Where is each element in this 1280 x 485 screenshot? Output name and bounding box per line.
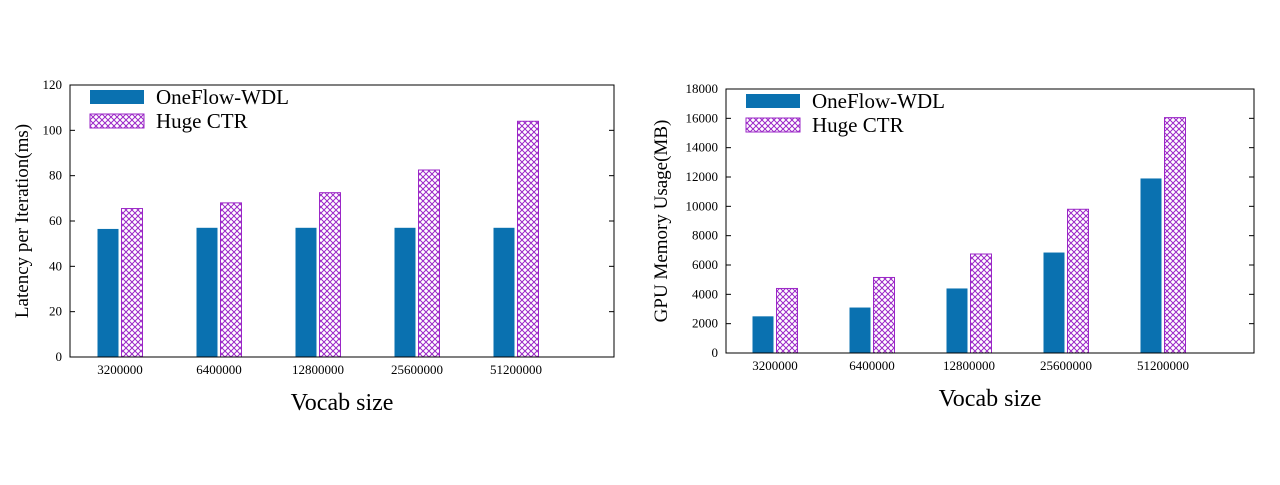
legend-swatch-oneflow bbox=[746, 94, 800, 108]
plot-frame bbox=[725, 88, 1255, 354]
bar-hugectr-6400000 bbox=[220, 202, 242, 358]
y-tick-label: 14000 bbox=[686, 140, 719, 155]
legend-label-oneflow: OneFlow-WDL bbox=[156, 85, 289, 109]
bar-oneflow-25600000 bbox=[1043, 252, 1065, 353]
bar-oneflow-51200000 bbox=[1140, 178, 1162, 353]
y-tick-label: 12000 bbox=[686, 169, 719, 184]
x-tick-label: 6400000 bbox=[849, 358, 895, 373]
y-tick-label: 10000 bbox=[686, 198, 719, 213]
bar-oneflow-12800000 bbox=[295, 227, 317, 357]
y-tick-label: 0 bbox=[712, 345, 719, 360]
y-tick-label: 60 bbox=[49, 213, 62, 228]
chart-1: 3200000 6400000 12800000 25600000 51200000 0 2… bbox=[12, 77, 615, 416]
bar-hugectr-12800000 bbox=[319, 192, 341, 358]
bar-hugectr-51200000 bbox=[1164, 117, 1186, 354]
y-tick-label: 120 bbox=[43, 77, 63, 92]
bar-oneflow-25600000 bbox=[394, 227, 416, 357]
y-tick-label: 40 bbox=[49, 258, 62, 273]
y-tick-label: 0 bbox=[56, 349, 63, 364]
bar-oneflow-6400000 bbox=[196, 227, 218, 357]
y-axis-label: Latency per Iteration(ms) bbox=[12, 124, 33, 318]
legend-label-oneflow: OneFlow-WDL bbox=[812, 89, 945, 113]
bar-oneflow-3200000 bbox=[752, 316, 774, 353]
legend-label-hugectr: Huge CTR bbox=[812, 113, 904, 137]
x-tick-label: 51200000 bbox=[490, 362, 542, 377]
x-tick-label: 6400000 bbox=[196, 362, 242, 377]
y-axis-label: GPU Memory Usage(MB) bbox=[651, 120, 672, 323]
bar-hugectr-12800000 bbox=[970, 253, 992, 354]
y-tick-label: 18000 bbox=[686, 81, 719, 96]
legend-swatch-hugectr bbox=[89, 113, 145, 129]
x-tick-label: 51200000 bbox=[1137, 358, 1189, 373]
bar-hugectr-51200000 bbox=[517, 120, 539, 358]
x-tick-label: 3200000 bbox=[97, 362, 143, 377]
legend-label-hugectr: Huge CTR bbox=[156, 109, 248, 133]
y-tick-label: 4000 bbox=[692, 286, 718, 301]
bar-hugectr-3200000 bbox=[776, 287, 798, 354]
x-axis-label: Vocab size bbox=[939, 386, 1042, 412]
bar-hugectr-3200000 bbox=[121, 208, 143, 358]
x-tick-label: 25600000 bbox=[1040, 358, 1092, 373]
y-tick-label: 16000 bbox=[686, 110, 719, 125]
bar-oneflow-3200000 bbox=[97, 228, 119, 357]
y-tick-label: 8000 bbox=[692, 228, 718, 243]
x-tick-label: 3200000 bbox=[752, 358, 798, 373]
bar-hugectr-6400000 bbox=[873, 276, 895, 354]
bar-hugectr-25600000 bbox=[418, 169, 440, 358]
y-tick-label: 6000 bbox=[692, 257, 718, 272]
y-tick-label: 100 bbox=[43, 122, 63, 137]
y-tick-label: 20 bbox=[49, 304, 62, 319]
bar-hugectr-25600000 bbox=[1067, 208, 1089, 354]
bar-oneflow-51200000 bbox=[493, 227, 515, 357]
chart-2: 3200000 6400000 12800000 25600000 51200000 0 2… bbox=[651, 81, 1255, 412]
legend-swatch-oneflow bbox=[90, 90, 144, 104]
x-tick-label: 12800000 bbox=[943, 358, 995, 373]
y-tick-label: 80 bbox=[49, 168, 62, 183]
y-tick-label: 2000 bbox=[692, 316, 718, 331]
bar-oneflow-12800000 bbox=[946, 288, 968, 353]
legend-swatch-hugectr bbox=[745, 117, 801, 133]
x-tick-label: 25600000 bbox=[391, 362, 443, 377]
x-tick-label: 12800000 bbox=[292, 362, 344, 377]
bar-oneflow-6400000 bbox=[849, 307, 871, 353]
x-axis-label: Vocab size bbox=[291, 390, 394, 416]
